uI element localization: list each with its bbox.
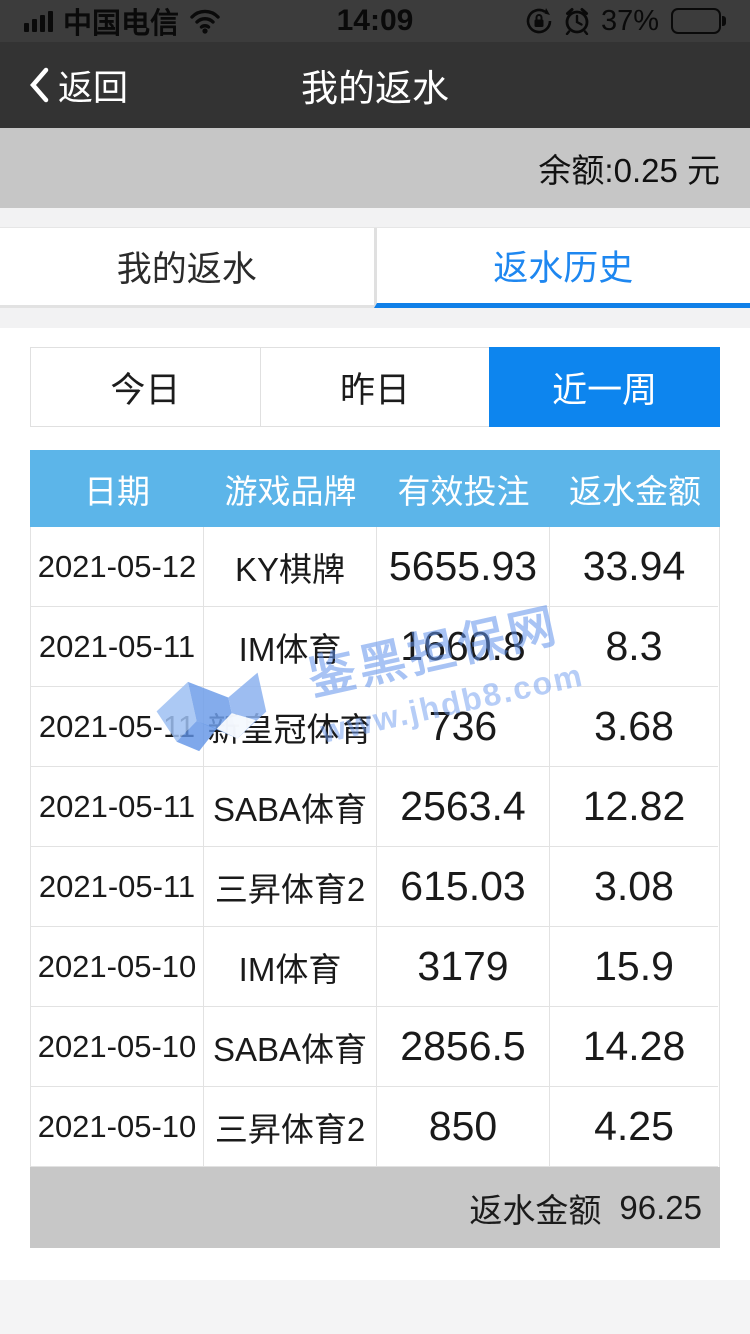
rebate-table: 2021-05-12 KY棋牌 5655.93 33.94 2021-05-11… [30,527,720,1167]
col-header-valid-bets: 有效投注 [397,472,530,510]
table-row: 2021-05-11 三昇体育2 615.03 3.08 [31,847,719,927]
col-header-rebate-amount: 返水金额 [569,472,701,510]
signal-bars-icon [24,10,53,32]
cell-date: 2021-05-12 [31,527,204,607]
cell-date: 2021-05-11 [31,767,204,847]
cell-valid-bets: 2563.4 [377,767,550,847]
cell-game-brand: IM体育 [204,927,377,1007]
cell-date: 2021-05-11 [31,607,204,687]
divider-strip [0,208,750,227]
orientation-lock-icon [525,7,553,35]
navigation-bar: 返回 我的返水 [0,42,750,128]
cell-game-brand: 三昇体育2 [204,847,377,927]
cell-rebate-amount: 3.68 [550,687,718,767]
cell-game-brand: SABA体育 [204,767,377,847]
cell-valid-bets: 5655.93 [377,527,550,607]
cell-game-brand: IM体育 [204,607,377,687]
table-row: 2021-05-10 SABA体育 2856.5 14.28 [31,1007,719,1087]
battery-percent-label: 37% [600,4,659,37]
bottom-strip [0,1280,750,1334]
col-header-date: 日期 [84,472,150,510]
cell-rebate-amount: 15.9 [550,927,718,1007]
tab-rebate-history[interactable]: 返水历史 [373,228,750,308]
table-total-bar: 返水金额 96.25 [30,1167,720,1248]
cell-valid-bets: 736 [377,687,550,767]
table-row: 2021-05-10 三昇体育2 850 4.25 [31,1087,719,1167]
balance-label: 余额:0.25 元 [538,152,720,189]
cell-date: 2021-05-11 [31,687,204,767]
wifi-icon [189,8,221,34]
cell-rebate-amount: 4.25 [550,1087,718,1167]
status-bar: 中国电信 14:09 [0,0,750,42]
table-row: 2021-05-10 IM体育 3179 15.9 [31,927,719,1007]
cell-game-brand: SABA体育 [204,1007,377,1087]
carrier-label: 中国电信 [63,8,180,40]
cell-valid-bets: 615.03 [377,847,550,927]
cell-date: 2021-05-11 [31,847,204,927]
cell-rebate-amount: 33.94 [550,527,718,607]
cell-valid-bets: 1660.8 [377,607,550,687]
balance-bar: 余额:0.25 元 [0,128,750,208]
cell-date: 2021-05-10 [31,1007,204,1087]
cell-valid-bets: 850 [377,1087,550,1167]
tab-my-rebate[interactable]: 我的返水 [0,228,374,308]
cell-game-brand: 三昇体育2 [204,1087,377,1167]
cell-game-brand: KY棋牌 [204,527,377,607]
battery-icon [669,8,726,34]
cell-valid-bets: 2856.5 [377,1007,550,1087]
chevron-left-icon [28,67,50,103]
cell-game-brand: 新皇冠体育 [204,687,377,767]
total-label: 返水金额 [469,1191,602,1229]
cell-rebate-amount: 14.28 [550,1007,718,1087]
cell-date: 2021-05-10 [31,927,204,1007]
date-filter-group: 今日 昨日 近一周 [30,347,721,427]
back-button-label: 返回 [58,68,129,108]
cell-rebate-amount: 8.3 [550,607,718,687]
table-row: 2021-05-11 IM体育 1660.8 8.3 [31,607,719,687]
filter-last-week-button[interactable]: 近一周 [489,347,721,427]
clock-label: 14:09 [336,4,414,37]
cell-valid-bets: 3179 [377,927,550,1007]
cell-rebate-amount: 12.82 [550,767,718,847]
divider-strip [0,308,750,328]
table-header-row: 日期 游戏品牌 有效投注 返水金额 [30,450,720,527]
cell-date: 2021-05-10 [31,1087,204,1167]
col-header-game-brand: 游戏品牌 [224,472,357,510]
filter-today-button[interactable]: 今日 [30,347,261,427]
total-value: 96.25 [619,1188,702,1226]
cell-rebate-amount: 3.08 [550,847,718,927]
table-row: 2021-05-11 SABA体育 2563.4 12.82 [31,767,719,847]
alarm-clock-icon [563,7,591,35]
table-row: 2021-05-11 新皇冠体育 736 3.68 [31,687,719,767]
back-button[interactable]: 返回 [0,60,128,111]
filter-yesterday-button[interactable]: 昨日 [259,347,491,427]
table-row: 2021-05-12 KY棋牌 5655.93 33.94 [31,527,719,607]
tab-bar: 我的返水 返水历史 [0,227,750,308]
